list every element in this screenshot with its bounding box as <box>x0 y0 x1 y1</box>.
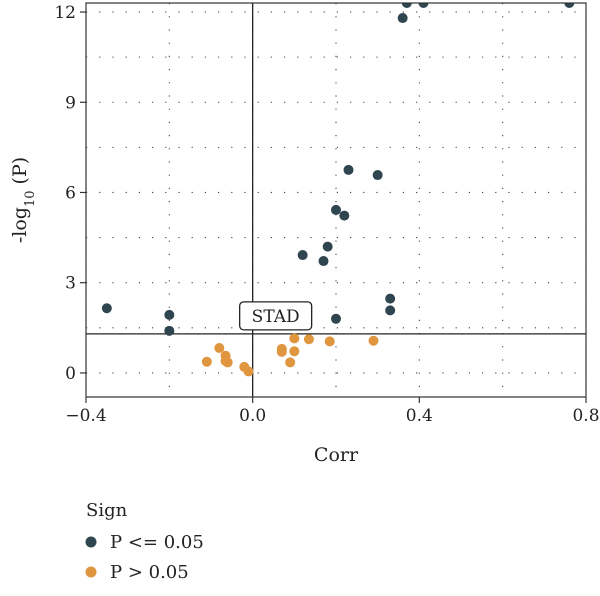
legend-label: P > 0.05 <box>110 562 189 583</box>
y-tick-label: 12 <box>54 3 76 23</box>
x-axis-title: Corr <box>314 444 359 466</box>
annotation-label: STAD <box>252 307 300 327</box>
point-significant <box>418 3 429 8</box>
y-axis-title-sub: 10 <box>23 191 38 208</box>
point-significant <box>101 303 112 314</box>
plot-background <box>86 3 586 397</box>
point-significant <box>385 305 396 316</box>
data-points <box>101 3 575 377</box>
point-not-significant <box>276 346 287 357</box>
point-significant <box>401 3 412 8</box>
point-not-significant <box>303 334 314 345</box>
point-significant <box>331 204 341 215</box>
point-significant <box>331 313 341 324</box>
y-axis-title: -log10 (P) <box>9 157 38 243</box>
y-axis-title-main: -log <box>9 207 31 243</box>
point-not-significant <box>201 356 212 367</box>
point-significant <box>397 13 408 24</box>
x-tick-label: −0.4 <box>65 406 106 426</box>
point-not-significant <box>324 336 335 347</box>
y-tick-label: 9 <box>65 93 76 113</box>
point-not-significant <box>285 357 296 368</box>
point-significant <box>564 3 575 8</box>
point-significant <box>164 309 175 320</box>
point-significant <box>372 170 383 181</box>
point-significant <box>385 293 396 304</box>
annotation-box <box>239 301 313 331</box>
legend-label: P <= 0.05 <box>110 532 204 553</box>
point-not-significant <box>243 366 254 377</box>
y-axis-title-rest: (P) <box>9 157 31 191</box>
point-significant <box>343 164 354 175</box>
point-significant <box>318 256 329 267</box>
y-tick-label: 6 <box>65 183 76 203</box>
legend-swatch <box>85 536 97 548</box>
stad-annotation: STAD <box>239 301 313 331</box>
point-not-significant <box>214 342 225 353</box>
axis-ticks: −0.4 0.0 0.4 0.8 0 3 6 9 12 <box>54 3 599 426</box>
x-tick-label: 0.4 <box>406 406 433 426</box>
point-significant <box>339 210 350 221</box>
legend-swatch <box>85 566 97 578</box>
legend: Sign P <= 0.05 P > 0.05 <box>85 500 204 583</box>
y-tick-label: 3 <box>65 274 76 294</box>
point-not-significant <box>222 357 233 368</box>
point-not-significant <box>289 346 300 357</box>
x-tick-label: 0.0 <box>239 406 266 426</box>
point-significant <box>322 241 333 252</box>
y-tick-label: 0 <box>65 364 76 384</box>
point-significant <box>164 325 175 336</box>
x-tick-label: 0.8 <box>572 406 599 426</box>
point-not-significant <box>289 333 300 344</box>
point-not-significant <box>368 335 379 346</box>
legend-title: Sign <box>86 500 128 521</box>
plot-frame <box>85 2 587 398</box>
point-significant <box>297 250 308 261</box>
